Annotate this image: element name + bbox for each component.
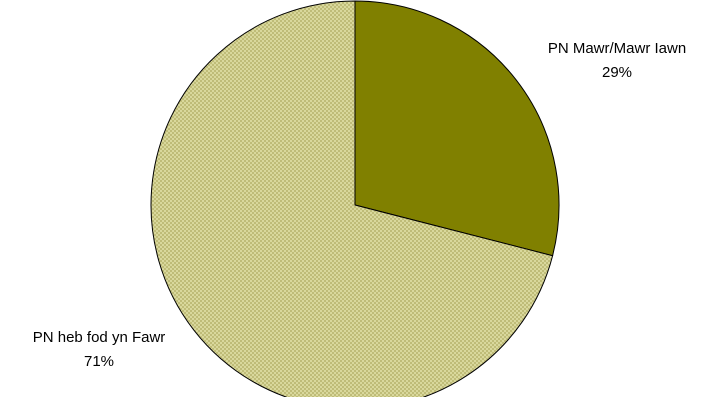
pie-slices xyxy=(150,0,560,402)
pie-slice-heb-fod xyxy=(150,0,554,402)
slice-percent-mawr: 29% xyxy=(602,64,632,81)
slice-percent-heb-fod: 71% xyxy=(84,353,114,370)
pie-labels: PN Mawr/Mawr Iawn 29% PN heb fod yn Fawr… xyxy=(33,40,686,370)
pie-slice-mawr xyxy=(354,0,560,257)
slice-label-heb-fod: PN heb fod yn Fawr xyxy=(33,329,166,346)
slice-label-mawr: PN Mawr/Mawr Iawn xyxy=(548,40,686,57)
